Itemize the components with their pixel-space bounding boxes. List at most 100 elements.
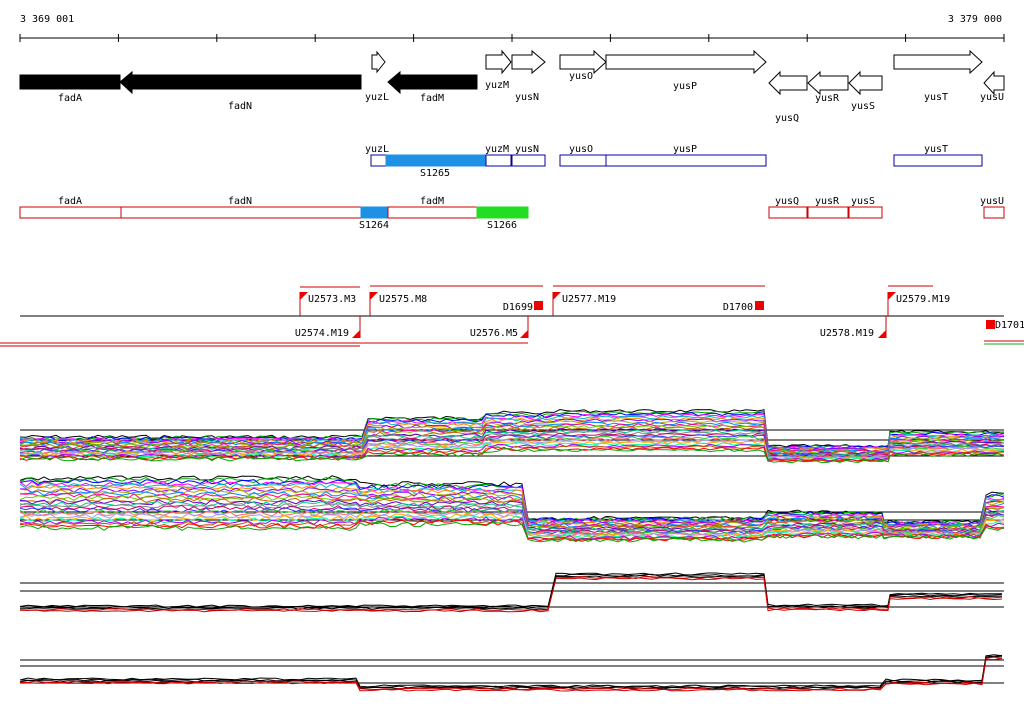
upshift-flag-U2577[interactable]	[552, 292, 561, 316]
downshift-label-U2576: U2576.M5	[470, 328, 518, 339]
upshift-flag-U2579[interactable]	[887, 292, 896, 316]
gene-arrow-yusQ[interactable]	[768, 70, 808, 96]
expression-profile-line	[19, 513, 1005, 539]
summary-profile-line	[19, 576, 1003, 612]
forward-box-yusN[interactable]	[511, 154, 546, 167]
expression-profile-line	[19, 503, 1005, 533]
forward-box-yusO[interactable]	[559, 154, 607, 167]
gene-label-yusT: yusT	[924, 92, 948, 103]
terminator-label-D1701: D1701	[995, 320, 1024, 331]
forward-label-yusO: yusO	[569, 144, 593, 155]
gene-label-yusQ: yusQ	[775, 113, 799, 124]
upshift-flag-U2575[interactable]	[369, 292, 378, 316]
summary-profile-line	[19, 572, 1003, 608]
gene-arrow-yusS[interactable]	[848, 70, 883, 96]
summary-profile-line	[19, 574, 1003, 610]
expression-panel-forward	[19, 408, 1005, 464]
transcript-track: U2573.M3 U2575.M8 U2577.M19 U2579.M19 U2…	[0, 285, 1024, 347]
summary-profile-line	[19, 655, 1003, 690]
upshift-label-U2573: U2573.M3	[308, 294, 356, 305]
gene-label-yusP: yusP	[673, 81, 697, 92]
reverse-box-fadM[interactable]	[387, 206, 478, 219]
gene-arrow-yuzM[interactable]	[485, 49, 512, 75]
expression-profile-line	[19, 446, 1005, 463]
gene-arrow-yusN[interactable]	[511, 49, 546, 75]
downshift-flag-U2574[interactable]	[352, 316, 361, 338]
upshift-label-U2577: U2577.M19	[562, 294, 616, 305]
forward-box-yusT[interactable]	[893, 154, 983, 167]
terminator-D1699[interactable]	[534, 301, 543, 310]
reverse-label-yusR: yusR	[815, 196, 840, 207]
coordinate-ruler: 3 369 001 3 379 000	[19, 14, 1005, 42]
end-coordinate: 3 379 000	[948, 14, 1002, 25]
gene-arrow-yusT[interactable]	[893, 49, 983, 75]
reverse-label-fadN: fadN	[228, 196, 252, 207]
reverse-box-yusQ[interactable]	[768, 206, 808, 219]
gene-arrow-fadM[interactable]	[387, 70, 478, 95]
expression-profile-line	[19, 489, 1005, 529]
expression-profile-line	[19, 516, 1005, 540]
summary-profile-line	[19, 656, 1003, 691]
reverse-box-fadA[interactable]	[19, 206, 122, 219]
gene-label-yusN: yusN	[515, 92, 539, 103]
gene-arrow-fadN[interactable]	[119, 70, 362, 95]
expression-profile-line	[19, 416, 1005, 451]
downshift-flag-U2578[interactable]	[878, 316, 887, 338]
gene-arrow-fadA[interactable]	[19, 74, 121, 90]
reverse-label-fadM: fadM	[420, 196, 444, 207]
upshift-flag-U2573[interactable]	[299, 292, 308, 316]
expression-panel-forward-summary	[19, 572, 1004, 613]
terminator-label-D1699: D1699	[503, 302, 533, 313]
downshift-flag-U2576[interactable]	[520, 316, 529, 338]
reverse-strand-track: fadA fadN fadM yusQ yusR yusS yusU S1264…	[19, 196, 1005, 231]
expression-profile-line	[20, 496, 1005, 532]
reverse-box-yusS[interactable]	[848, 206, 883, 219]
gene-track: fadA fadN yuzL fadM yuzM yusN yusO yusP …	[19, 49, 1005, 124]
terminator-D1700[interactable]	[755, 301, 764, 310]
expression-profile-line	[19, 510, 1005, 537]
gene-label-yusO: yusO	[569, 71, 593, 82]
terminator-D1701[interactable]	[986, 320, 995, 329]
expression-panel-reverse	[19, 475, 1005, 543]
downshift-label-U2578: U2578.M19	[820, 328, 874, 339]
downshift-label-U2574: U2574.M19	[295, 328, 349, 339]
gene-label-yusS: yusS	[851, 101, 875, 112]
gene-arrow-yusU[interactable]	[983, 70, 1005, 96]
reverse-box-yusU[interactable]	[983, 206, 1005, 219]
segment-label-S1264: S1264	[359, 220, 389, 231]
reverse-label-yusS: yusS	[851, 196, 875, 207]
forward-label-yusN: yusN	[515, 144, 539, 155]
forward-label-yuzL: yuzL	[365, 144, 389, 155]
expression-profile-line	[19, 434, 1005, 458]
upshift-label-U2579: U2579.M19	[896, 294, 950, 305]
forward-label-yusP: yusP	[673, 144, 697, 155]
segment-S1265[interactable]	[385, 154, 487, 167]
gene-arrow-yusR[interactable]	[807, 70, 849, 96]
reverse-box-yusR[interactable]	[807, 206, 849, 219]
expression-profile-line	[19, 412, 1005, 450]
forward-box-yusP[interactable]	[605, 154, 767, 167]
start-coordinate: 3 369 001	[20, 14, 74, 25]
forward-box-yuzM[interactable]	[485, 154, 512, 167]
gene-arrow-yusP[interactable]	[605, 49, 767, 75]
ruler-ticks	[19, 34, 1005, 42]
expression-profile-line	[19, 493, 1005, 530]
gene-label-yuzM: yuzM	[485, 80, 509, 91]
gene-label-fadN: fadN	[228, 101, 252, 112]
reverse-label-yusU: yusU	[980, 196, 1004, 207]
forward-label-yusT: yusT	[924, 144, 948, 155]
forward-strand-track: yuzL yuzM yusN yusO yusP yusT S1265	[365, 144, 983, 179]
summary-profile-line	[20, 577, 1003, 613]
upshift-label-U2575: U2575.M8	[379, 294, 427, 305]
expression-profile-line	[19, 498, 1005, 532]
gene-label-yusR: yusR	[815, 93, 840, 104]
segment-S1266[interactable]	[476, 206, 529, 219]
segment-S1264[interactable]	[360, 206, 389, 219]
gene-arrow-yusO[interactable]	[559, 49, 607, 75]
reverse-box-fadN[interactable]	[120, 206, 362, 219]
expression-profile-line	[19, 519, 1005, 542]
gene-arrow-yuzL[interactable]	[371, 50, 386, 74]
terminator-label-D1700: D1700	[723, 302, 753, 313]
expression-profile-line	[19, 521, 1005, 543]
summary-profile-line	[19, 654, 1003, 689]
